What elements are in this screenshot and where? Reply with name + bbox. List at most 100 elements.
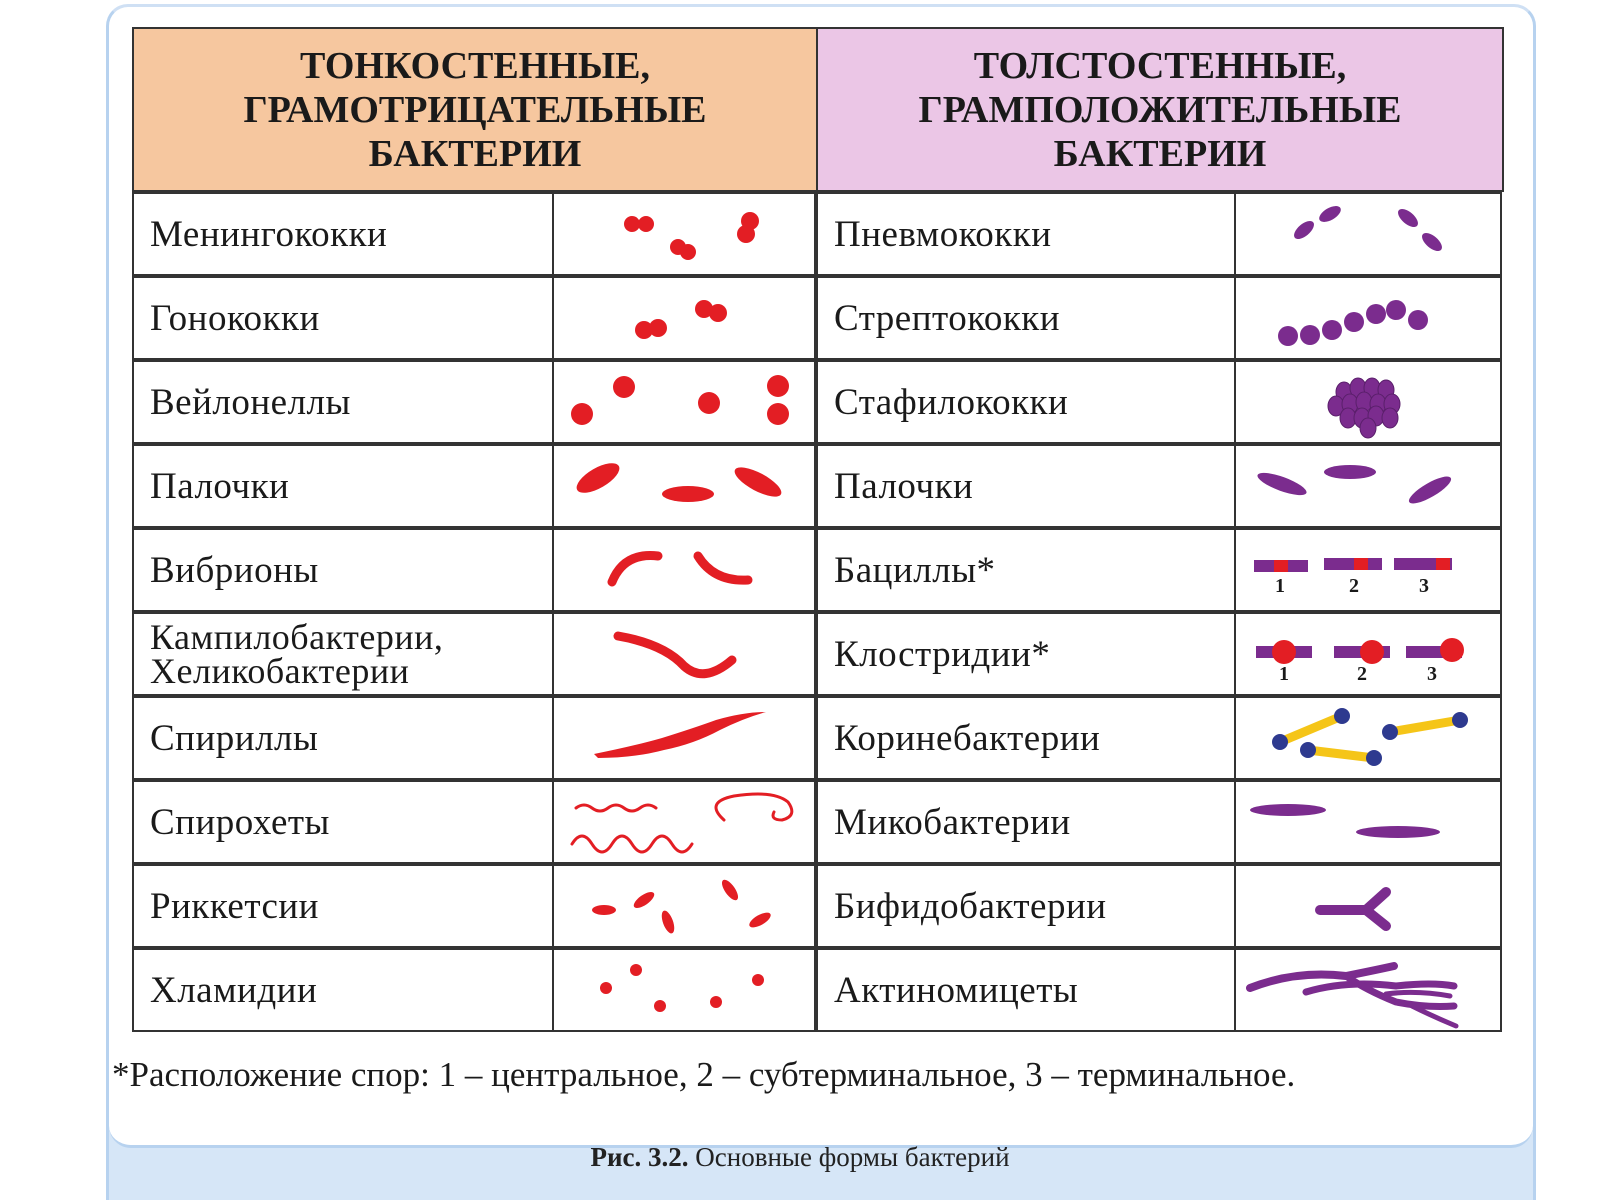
left-row: Спириллы	[0, 696, 1600, 780]
caption-text: Основные формы бактерий	[695, 1142, 1010, 1172]
bacteria-name: Спирохеты	[150, 801, 330, 843]
spore-position-label: 3	[1419, 575, 1429, 597]
bacteria-name-cell: Менингококки	[132, 192, 556, 276]
rods-icon	[576, 463, 782, 502]
right-row: Стафилококки	[0, 360, 1600, 444]
left-row: Вейлонеллы	[0, 360, 1600, 444]
spore-position-label: 2	[1357, 663, 1367, 685]
bacteria-name-cell: Бифидобактерии	[816, 864, 1238, 948]
morphology-cell	[552, 444, 816, 528]
bacteria-name-cell: Кампилобактерии, Хеликобактерии	[132, 612, 556, 696]
morphology-cell	[1234, 780, 1502, 864]
caption-band	[106, 1106, 1536, 1200]
right-row: Бациллы* 1 2 3	[0, 528, 1600, 612]
morphology-cell	[1234, 864, 1502, 948]
bacteria-name-cell: Гонококки	[132, 276, 556, 360]
morphology-cell	[1234, 696, 1502, 780]
spiral-rod-icon	[594, 712, 766, 758]
morphology-cell	[552, 276, 816, 360]
bacteria-name-cell: Спирохеты	[132, 780, 556, 864]
branching-filaments-icon	[1246, 962, 1459, 1029]
bacteria-name-cell: Палочки	[132, 444, 556, 528]
bacteria-name-cell: Риккетсии	[132, 864, 556, 948]
right-row: Бифидобактерии	[0, 864, 1600, 948]
morphology-cell	[552, 528, 816, 612]
spore-position-label: 3	[1427, 663, 1437, 685]
cluster-cocci-icon	[1327, 377, 1401, 439]
spore-position-label: 1	[1275, 575, 1285, 597]
bacteria-name-line2: Хеликобактерии	[150, 651, 410, 691]
left-row: Спирохеты	[0, 780, 1600, 864]
bacteria-name: Пневмококки	[834, 213, 1052, 255]
morphology-cell	[552, 696, 816, 780]
bacteria-name: Палочки	[150, 465, 290, 507]
gram-positive-title: ТОЛСТОСТЕННЫЕ, ГРАМПОЛОЖИТЕЛЬНЫЕ БАКТЕРИ…	[918, 44, 1402, 175]
bifid-rod-icon	[1315, 887, 1391, 931]
left-row: Менингококки	[0, 192, 1600, 276]
left-row: Кампилобактерии, Хеликобактерии	[0, 612, 1600, 696]
right-row: Коринебактерии	[0, 696, 1600, 780]
lanceolate-diplococci-icon	[1294, 206, 1442, 251]
right-row: Актиномицеты	[0, 948, 1600, 1032]
bacteria-name-cell: Вибрионы	[132, 528, 556, 612]
wavy-rod-icon	[613, 631, 737, 679]
gram-positive-header: ТОЛСТОСТЕННЫЕ, ГРАМПОЛОЖИТЕЛЬНЫЕ БАКТЕРИ…	[816, 27, 1504, 192]
bacteria-name-cell: Хламидии	[132, 948, 556, 1032]
bacteria-name: Хламидии	[150, 969, 318, 1011]
bacteria-name-cell: Клостридии*	[816, 612, 1238, 696]
morphology-cell	[552, 948, 816, 1032]
figure-caption: Рис. 3.2. Основные формы бактерий	[0, 1142, 1600, 1173]
rods-icon	[1257, 465, 1452, 504]
right-row: Клостридии* 1 2 3	[0, 612, 1600, 696]
bacteria-name: Вейлонеллы	[150, 381, 351, 423]
morphology-cell	[552, 360, 816, 444]
bacteria-name: Микобактерии	[834, 801, 1071, 843]
bacteria-name-line1: Кампилобактерии,	[150, 617, 444, 657]
diplococci-pairs-icon	[624, 212, 759, 260]
bacteria-name: Спириллы	[150, 717, 319, 759]
bacteria-name-cell: Пневмококки	[816, 192, 1238, 276]
morphology-cell	[552, 612, 816, 696]
scattered-cocci-icon	[571, 375, 789, 425]
bacteria-name: Палочки	[834, 465, 974, 507]
morphology-cell	[1234, 444, 1502, 528]
clostridia-spores-icon: 1 2 3	[1256, 638, 1464, 685]
bacteria-name: Бифидобактерии	[834, 885, 1107, 927]
right-row: Стрептококки	[0, 276, 1600, 360]
bacteria-name: Актиномицеты	[834, 969, 1079, 1011]
right-row: Пневмококки	[0, 192, 1600, 276]
mycobacteria-icon	[1250, 804, 1440, 838]
left-row: Хламидии	[0, 948, 1600, 1032]
bacteria-name: Менингококки	[150, 213, 388, 255]
morphology-cell: 1 2 3	[1234, 612, 1502, 696]
gram-negative-header: ТОНКОСТЕННЫЕ, ГРАМОТРИЦАТЕЛЬНЫЕ БАКТЕРИИ	[132, 27, 818, 192]
morphology-cell	[1234, 360, 1502, 444]
gonococci-pairs-icon	[635, 300, 727, 339]
left-row: Риккетсии	[0, 864, 1600, 948]
bacteria-name: Стрептококки	[834, 297, 1061, 339]
corynebacteria-icon	[1272, 708, 1468, 766]
right-row: Палочки	[0, 444, 1600, 528]
bacteria-name: Риккетсии	[150, 885, 319, 927]
bacteria-name: Стафилококки	[834, 381, 1069, 423]
bacteria-name: Коринебактерии	[834, 717, 1101, 759]
bacteria-name-cell: Стрептококки	[816, 276, 1238, 360]
bacteria-name-cell: Стафилококки	[816, 360, 1238, 444]
morphology-cell	[1234, 192, 1502, 276]
bacteria-name-cell: Коринебактерии	[816, 696, 1238, 780]
right-row: Микобактерии	[0, 780, 1600, 864]
curved-rods-icon	[607, 551, 753, 587]
caption-label: Рис. 3.2.	[590, 1142, 689, 1172]
bacteria-name: Бациллы*	[834, 549, 996, 591]
left-row: Палочки	[0, 444, 1600, 528]
small-rods-icon	[592, 879, 771, 934]
bacilli-spores-icon: 1 2 3	[1254, 558, 1452, 597]
bacteria-name-cell: Бациллы*	[816, 528, 1238, 612]
gram-negative-title: ТОНКОСТЕННЫЕ, ГРАМОТРИЦАТЕЛЬНЫЕ БАКТЕРИИ	[243, 44, 707, 175]
morphology-cell: 1 2 3	[1234, 528, 1502, 612]
bacteria-name-cell: Палочки	[816, 444, 1238, 528]
left-row: Вибрионы	[0, 528, 1600, 612]
morphology-cell	[552, 780, 816, 864]
spore-footnote: *Расположение спор: 1 – центральное, 2 –…	[112, 1055, 1296, 1094]
spore-position-label: 1	[1279, 663, 1289, 685]
